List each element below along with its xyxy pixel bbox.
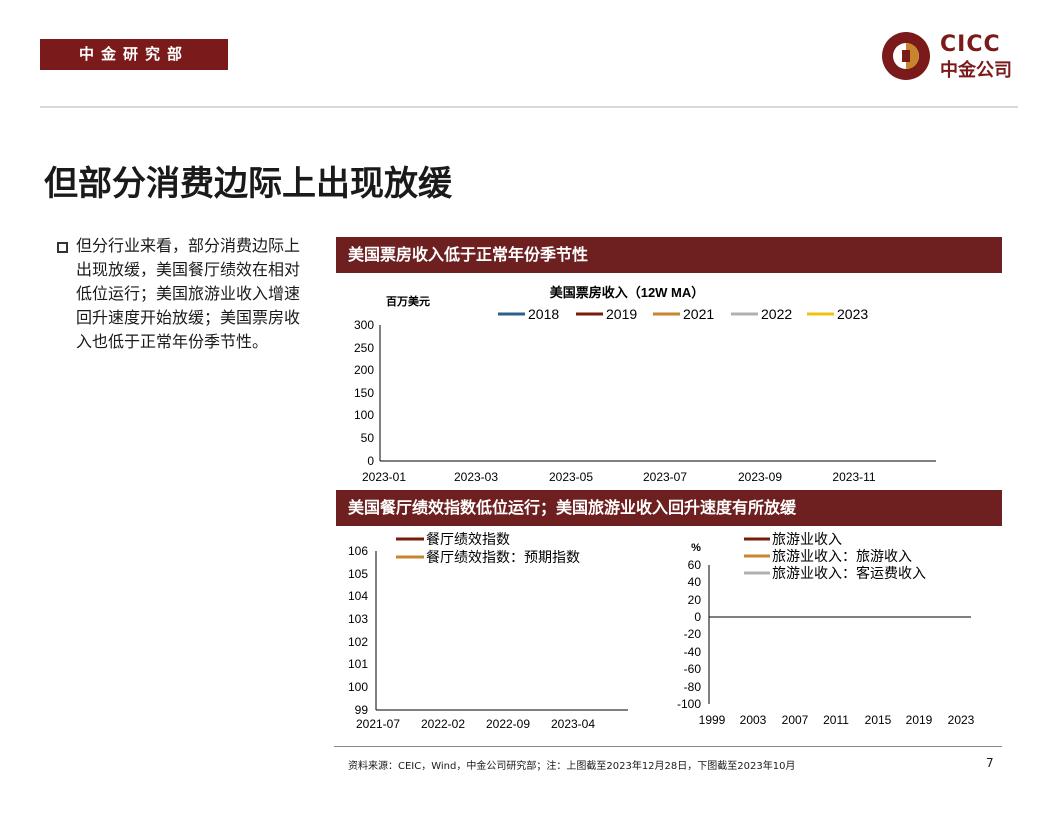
legend-travel-receipts-label: 旅游业收入：旅游收入 (772, 548, 912, 564)
department-badge: 中金研究部 (40, 39, 228, 70)
page-title: 但部分消费边际上出现放缓 (44, 164, 452, 204)
logo-text-cn: 中金公司 (940, 60, 1012, 81)
chart1-ytick: 200 (354, 363, 374, 377)
legend-tourism-revenue-label: 旅游业收入 (772, 531, 842, 547)
chart3-xtick: 2023 (948, 713, 975, 727)
source-note: 资料来源：CEIC，Wind，中金公司研究部；注：上图截至2023年12月28日… (348, 761, 796, 772)
chart3-ytick: -80 (684, 680, 702, 694)
chart3-ytick: -100 (677, 697, 701, 711)
chart3-ytick: -20 (684, 627, 702, 641)
chart3-xtick: 2015 (865, 713, 892, 727)
chart1-ylabel: 百万美元 (386, 294, 430, 308)
chart3-xtick: 2007 (782, 713, 809, 727)
chart3-xtick: 1999 (699, 713, 726, 727)
cicc-logo-icon (882, 32, 930, 80)
chart3-xtick: 2019 (906, 713, 933, 727)
chart3-ylabel: % (691, 542, 701, 554)
legend-2019-label: 2019 (606, 306, 637, 322)
chart3-xtick: 2003 (740, 713, 767, 727)
chart2-xtick: 2022-02 (421, 717, 465, 731)
chart3-ytick: 40 (688, 575, 702, 589)
bullet-square-icon (57, 242, 68, 253)
chart2-xtick: 2022-09 (486, 717, 530, 731)
chart2-ytick: 102 (348, 635, 368, 649)
restaurant-performance-chart: 餐厅绩效指数 餐厅绩效指数：预期指数 106 105 104 103 102 1… (348, 531, 628, 731)
chart1-ytick: 300 (354, 318, 374, 332)
chart2-ytick: 100 (348, 680, 368, 694)
chart2-ytick: 99 (355, 703, 369, 717)
chart1-title: 美国票房收入（12W MA） (550, 285, 705, 300)
chart1-ytick: 50 (361, 431, 375, 445)
tourism-revenue-chart: % 旅游业收入 旅游业收入：旅游收入 旅游业收入：客运费收入 60 40 20 … (677, 531, 975, 727)
panel2-title-bar: 美国餐厅绩效指数低位运行；美国旅游业收入回升速度有所放缓 (336, 490, 1002, 526)
chart2-xtick: 2023-04 (551, 717, 595, 731)
chart1-xtick: 2023-05 (549, 470, 593, 484)
chart3-ytick: -40 (684, 645, 702, 659)
chart1-ytick: 100 (354, 408, 374, 422)
legend-restaurant-index-label: 餐厅绩效指数 (426, 531, 510, 547)
chart1-legend: 2018 2019 2021 2022 2023 (498, 306, 868, 322)
chart2-ytick: 103 (348, 612, 368, 626)
chart2-ytick: 101 (348, 657, 368, 671)
chart3-legend: 旅游业收入 旅游业收入：旅游收入 旅游业收入：客运费收入 (744, 531, 926, 581)
logo-text-en: CICC (940, 32, 1001, 57)
legend-2018-label: 2018 (528, 306, 559, 322)
chart1-ytick: 250 (354, 341, 374, 355)
legend-2021-label: 2021 (683, 306, 714, 322)
page-number: 7 (986, 756, 994, 770)
chart3-xtick: 2011 (823, 713, 849, 727)
chart3-ytick: 60 (688, 558, 702, 572)
legend-2023-label: 2023 (837, 306, 868, 322)
chart2-ytick: 104 (348, 589, 368, 603)
chart1-xtick: 2023-03 (454, 470, 498, 484)
chart2-ytick: 105 (348, 567, 368, 581)
panel1-title-bar: 美国票房收入低于正常年份季节性 (336, 237, 1002, 273)
chart3-ytick: -60 (684, 662, 702, 676)
chart2-ytick: 106 (348, 544, 368, 558)
footer-divider (334, 746, 1002, 747)
chart2-xtick: 2021-07 (356, 717, 400, 731)
header-divider (40, 106, 1018, 108)
chart1-xtick: 2023-01 (362, 470, 406, 484)
chart3-ytick: 20 (688, 593, 702, 607)
cicc-logo: CICC 中金公司 (880, 30, 1020, 82)
chart3-ytick: 0 (694, 610, 701, 624)
legend-passenger-fares-label: 旅游业收入：客运费收入 (772, 565, 926, 581)
chart1-xtick: 2023-07 (643, 470, 687, 484)
chart1-xtick: 2023-11 (832, 470, 875, 484)
bullet-text: 但分行业来看，部分消费边际上出现放缓，美国餐厅绩效在相对低位运行；美国旅游业收入… (76, 236, 301, 351)
box-office-chart: 美国票房收入（12W MA） 百万美元 2018 2019 2021 2022 … (354, 285, 936, 484)
chart1-xtick: 2023-09 (738, 470, 782, 484)
legend-2022-label: 2022 (761, 306, 792, 322)
chart1-ytick: 0 (367, 454, 374, 468)
legend-expectation-index-label: 餐厅绩效指数：预期指数 (426, 549, 580, 565)
chart1-ytick: 150 (354, 386, 374, 400)
chart2-legend: 餐厅绩效指数 餐厅绩效指数：预期指数 (396, 531, 580, 565)
